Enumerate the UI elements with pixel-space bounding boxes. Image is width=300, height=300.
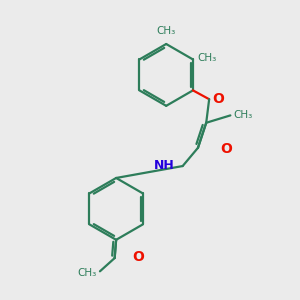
Text: CH₃: CH₃ [233, 110, 253, 120]
Text: NH: NH [154, 159, 174, 172]
Text: O: O [132, 250, 144, 264]
Text: CH₃: CH₃ [197, 53, 217, 63]
Text: CH₃: CH₃ [78, 268, 97, 278]
Text: O: O [213, 92, 225, 106]
Text: O: O [220, 142, 232, 156]
Text: CH₃: CH₃ [157, 26, 176, 36]
